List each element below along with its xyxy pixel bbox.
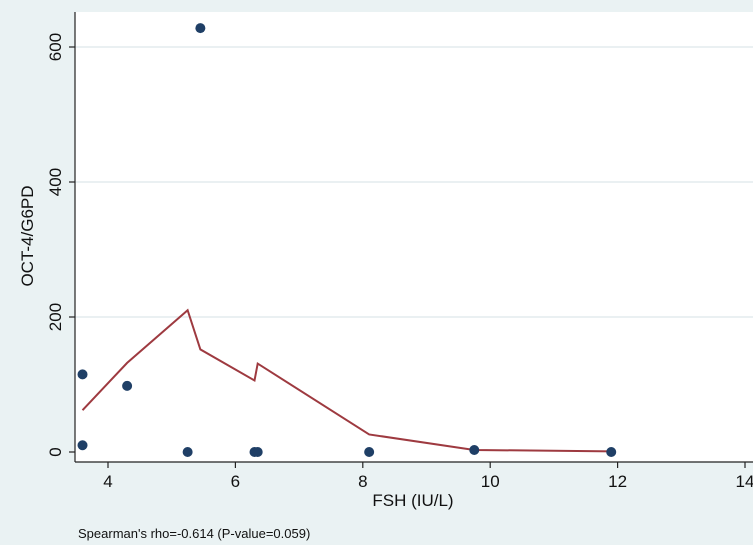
data-point-5 bbox=[195, 23, 206, 34]
x-tick-label-8: 8 bbox=[358, 472, 367, 491]
data-point-10 bbox=[606, 447, 617, 457]
grid-lines bbox=[75, 46, 753, 318]
data-point-3 bbox=[122, 380, 133, 391]
x-axis-title: FSH (IU/L) bbox=[372, 491, 453, 510]
x-tick-label-10: 10 bbox=[481, 472, 500, 491]
data-point-9 bbox=[469, 444, 480, 455]
y-tick-label-200: 200 bbox=[46, 303, 65, 331]
data-point-1 bbox=[77, 369, 88, 380]
x-tick-label-14: 14 bbox=[736, 472, 753, 491]
x-tick-label-6: 6 bbox=[231, 472, 240, 491]
x-tick-label-4: 4 bbox=[103, 472, 112, 491]
tick-labels: 0 200 400 600 4 6 8 10 12 14 bbox=[46, 33, 753, 491]
axes bbox=[69, 12, 753, 468]
data-point-8 bbox=[364, 447, 375, 457]
y-tick-label-400: 400 bbox=[46, 168, 65, 196]
y-axis-title: OCT-4/G6PD bbox=[18, 185, 37, 286]
y-tick-label-0: 0 bbox=[46, 447, 65, 456]
smoothed-line-layer bbox=[81, 308, 612, 453]
smoothed-trend-line bbox=[81, 308, 612, 453]
y-tick-label-600: 600 bbox=[46, 33, 65, 61]
data-point-7 bbox=[252, 447, 263, 457]
x-tick-label-12: 12 bbox=[608, 472, 627, 491]
data-point-2 bbox=[77, 440, 88, 451]
scatter-points bbox=[77, 23, 617, 457]
data-point-4 bbox=[182, 447, 193, 457]
plot-area bbox=[75, 12, 753, 462]
spearman-annotation: Spearman's rho=-0.614 (P-value=0.059) bbox=[78, 526, 310, 541]
